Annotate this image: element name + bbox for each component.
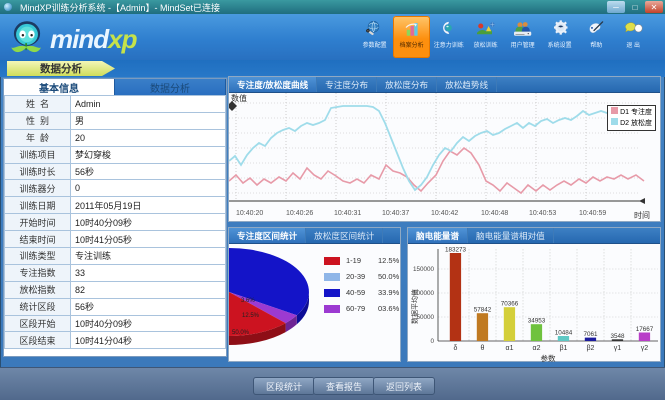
svg-text:3.6%: 3.6%: [241, 298, 255, 304]
svg-text:0: 0: [430, 338, 434, 345]
svg-text:10:40:20: 10:40:20: [236, 210, 263, 217]
svg-text:10:40:42: 10:40:42: [431, 210, 458, 217]
svg-text:δ: δ: [454, 345, 458, 352]
svg-text:12.5%: 12.5%: [242, 313, 260, 319]
svg-text:10:40:59: 10:40:59: [579, 210, 606, 217]
svg-text:α2: α2: [533, 345, 541, 352]
svg-text:17667: 17667: [636, 326, 654, 333]
svg-text:3548: 3548: [610, 333, 625, 340]
svg-text:时间: 时间: [634, 210, 650, 220]
svg-text:10:40:31: 10:40:31: [334, 210, 361, 217]
svg-text:150000: 150000: [413, 266, 435, 273]
svg-text:10:40:37: 10:40:37: [382, 210, 409, 217]
svg-text:10:40:26: 10:40:26: [286, 210, 313, 217]
svg-text:γ1: γ1: [614, 345, 622, 352]
svg-text:β1: β1: [560, 345, 568, 352]
svg-text:10484: 10484: [555, 330, 573, 337]
svg-text:10:40:48: 10:40:48: [481, 210, 508, 217]
svg-text:β2: β2: [587, 345, 595, 352]
svg-text:γ2: γ2: [641, 345, 649, 352]
svg-text:50.0%: 50.0%: [232, 330, 250, 336]
svg-text:57842: 57842: [474, 307, 492, 314]
svg-text:α1: α1: [506, 345, 514, 352]
svg-text:10:40:53: 10:40:53: [529, 210, 556, 217]
svg-text:34953: 34953: [528, 318, 546, 325]
svg-text:70366: 70366: [501, 301, 519, 308]
svg-text:183273: 183273: [445, 247, 467, 254]
svg-text:50000: 50000: [416, 314, 434, 321]
svg-text:7061: 7061: [583, 331, 598, 338]
svg-text:参数: 参数: [541, 353, 556, 363]
svg-text:数据平均值: 数据平均值: [410, 289, 419, 324]
svg-text:数值: 数值: [231, 93, 247, 103]
svg-text:θ: θ: [481, 345, 485, 352]
